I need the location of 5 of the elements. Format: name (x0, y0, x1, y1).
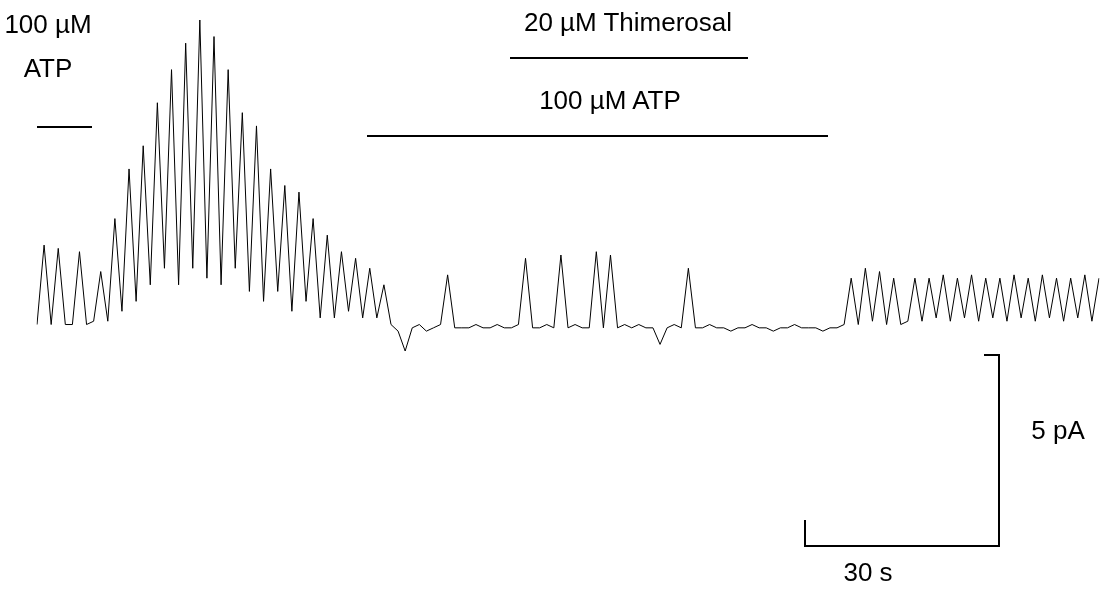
text: 5 pA (1030, 414, 1086, 447)
text: 30 s (842, 556, 894, 589)
annotation: 20 µM Thimerosal (522, 6, 734, 39)
annotation: 100 µM ATP (3, 8, 93, 85)
annotation: 100 µM ATP (538, 84, 682, 117)
